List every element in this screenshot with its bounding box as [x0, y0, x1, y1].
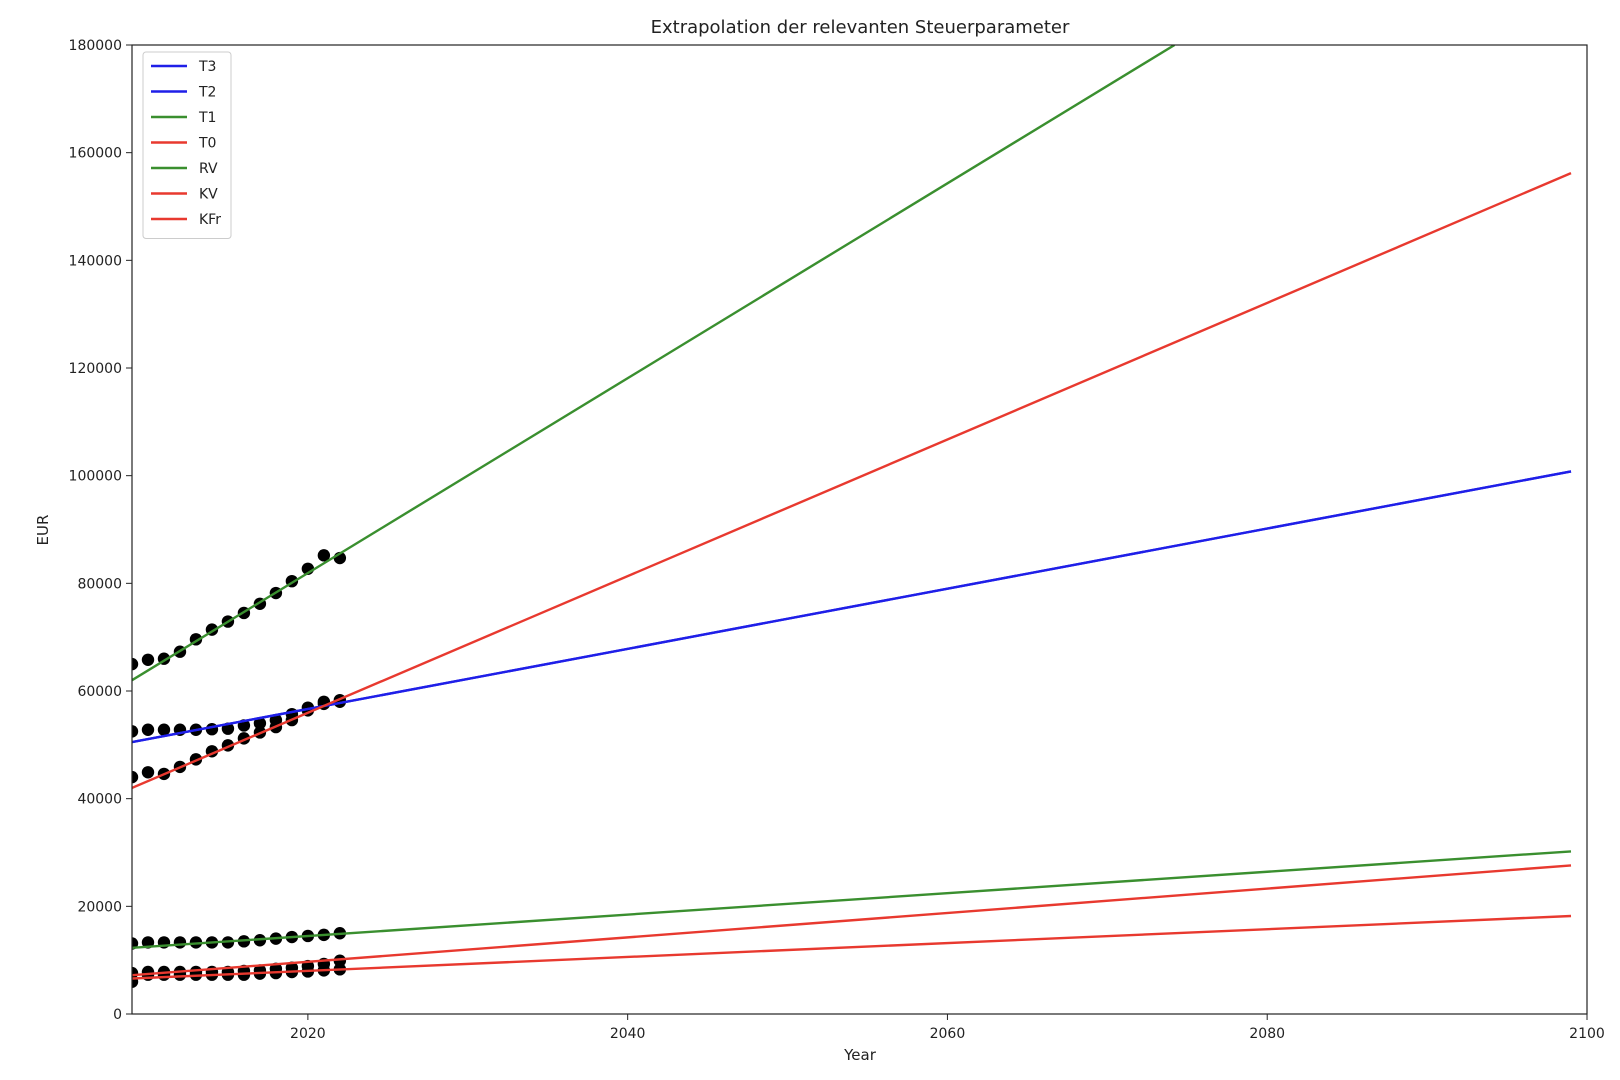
y-tick-label: 120000: [69, 361, 122, 377]
data-point-group-2: [141, 766, 155, 779]
y-tick-label: 0: [113, 1007, 122, 1023]
data-point-group-1: [205, 723, 219, 736]
data-point-group-1: [132, 725, 139, 738]
y-tick-label: 180000: [69, 38, 122, 54]
legend-label-t1: T1: [198, 110, 216, 126]
plot-frame: [131, 44, 1588, 1015]
series-line-rv: [132, 850, 1572, 949]
data-point-group-0: [317, 549, 331, 562]
legend-label-t0: T0: [198, 136, 216, 152]
y-tick-label: 60000: [77, 684, 122, 700]
x-tick-label: 2040: [610, 1026, 646, 1042]
legend-label-t2: T2: [198, 85, 216, 101]
y-tick-label: 100000: [69, 469, 122, 485]
legend: T3 T2 T1 T0 RV KV KFr: [142, 51, 232, 239]
series-line-t1: [132, 45, 1176, 682]
series-line-t0: [132, 171, 1572, 790]
legend-label-rv: RV: [199, 161, 218, 177]
legend-label-kv: KV: [199, 187, 218, 203]
y-tick-label: 140000: [69, 253, 122, 269]
data-point-group-4: [333, 954, 347, 967]
y-tick-label: 20000: [77, 899, 122, 915]
x-tick-label: 2080: [1249, 1026, 1285, 1042]
series-line-t2: [132, 470, 1572, 744]
data-point-group-0: [141, 653, 155, 666]
data-point-group-3: [173, 936, 187, 949]
y-tick-label: 160000: [69, 146, 122, 162]
data-point-group-1: [253, 717, 267, 730]
y-tick-label: 80000: [77, 576, 122, 592]
legend-label-kfr: KFr: [199, 212, 221, 228]
data-point-group-1: [141, 723, 155, 736]
legend-label-t3: T3: [198, 59, 216, 75]
series-line-kfr: [132, 914, 1572, 980]
plot-area: [132, 45, 1572, 988]
x-axis: 2020 2040 2060 2080 2100: [290, 1014, 1605, 1042]
x-tick-label: 2020: [290, 1026, 326, 1042]
legend-box: [142, 51, 232, 239]
y-axis: 0 20000 40000 60000 80000 100000 120000 140000 1…: [69, 38, 132, 1023]
x-axis-label: Year: [843, 1046, 877, 1064]
data-point-group-5: [157, 968, 171, 981]
data-point-group-1: [157, 723, 171, 736]
x-tick-label: 2100: [1569, 1026, 1605, 1042]
series-line-kv: [132, 864, 1572, 977]
data-point-group-2: [132, 770, 139, 784]
y-tick-label: 40000: [77, 792, 122, 808]
x-tick-label: 2060: [930, 1026, 966, 1042]
y-axis-label: EUR: [34, 515, 52, 546]
data-point-group-0: [132, 657, 139, 671]
chart-title: Extrapolation der relevanten Steuerparam…: [651, 17, 1070, 38]
